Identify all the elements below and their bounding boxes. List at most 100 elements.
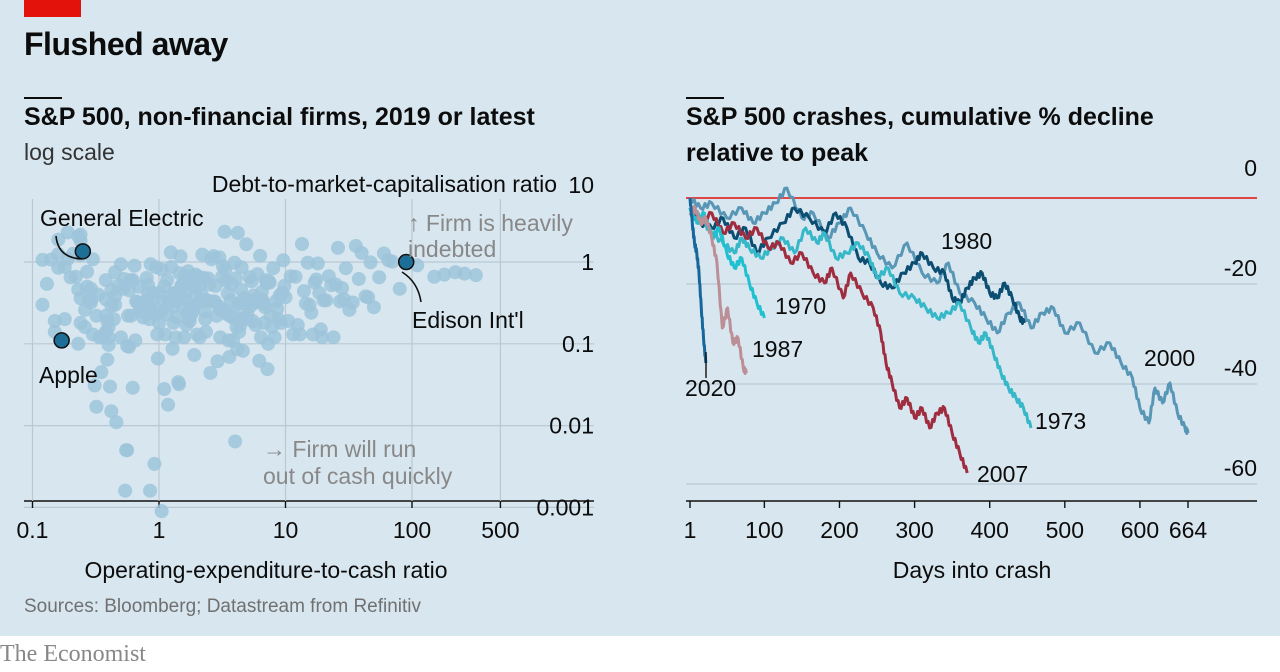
scatter-chart: 10 1 0.1 0.01 0.001 0.1 1 10 100 500 Debt-to-mark… [17, 171, 594, 583]
scatter-highlighted-points [53, 243, 415, 349]
scatter-point [260, 362, 275, 377]
scatter-point [106, 312, 121, 327]
scatter-point [300, 255, 315, 270]
label-apple: Apple [39, 362, 98, 388]
scatter-point [98, 273, 113, 288]
ge-leader-line [55, 235, 83, 260]
scatter-point [143, 300, 158, 315]
series-line-1973 [688, 207, 1033, 429]
scatter-point [262, 275, 277, 290]
annotation-indebted-1: ↑ Firm is heavily [408, 210, 573, 236]
scatter-point [57, 312, 72, 327]
series-label-1970: 1970 [775, 293, 826, 319]
y-tick-label: 0.01 [549, 413, 594, 439]
x-tick-label: 100 [393, 517, 431, 543]
y-tick-label: 0.1 [562, 331, 594, 357]
scatter-point [239, 237, 254, 252]
scatter-point [125, 380, 140, 395]
scatter-point [278, 290, 293, 305]
scatter-point [294, 236, 309, 251]
scatter-points [35, 224, 483, 519]
scatter-point [101, 330, 116, 345]
left-scale-note: log scale [24, 139, 115, 165]
scatter-point [157, 279, 172, 294]
line-gridlines [686, 283, 1257, 508]
scatter-point [292, 327, 307, 342]
scatter-point [161, 397, 176, 412]
scatter-point [157, 382, 172, 397]
scatter-point [335, 281, 350, 296]
scatter-point [104, 404, 119, 419]
brand-red-tag [24, 0, 81, 17]
scatter-point [154, 504, 169, 519]
scatter-point [372, 270, 387, 285]
scatter-point [217, 224, 232, 239]
right-subtitle-line2: relative to peak [686, 139, 869, 167]
scatter-point [169, 310, 184, 325]
y-tick-label: -60 [1224, 455, 1257, 481]
scatter-point [385, 254, 400, 269]
series-line-1970 [688, 207, 766, 319]
scatter-point [392, 281, 407, 296]
x-tick-label: 300 [895, 517, 933, 543]
scatter-point [143, 483, 158, 498]
y-tick-label: 0 [1244, 155, 1257, 181]
scatter-point [173, 249, 188, 264]
series-line-1987 [688, 205, 748, 375]
scatter-point [109, 415, 124, 430]
scatter-point [304, 305, 319, 320]
scatter-point [103, 379, 118, 394]
scatter-point [120, 443, 135, 458]
scatter-point [288, 269, 303, 284]
right-title-rule [686, 97, 724, 99]
y-tick-label: -40 [1224, 355, 1257, 381]
scatter-point [330, 240, 345, 255]
x-tick-label: 500 [481, 517, 519, 543]
x-tick-label: 500 [1046, 517, 1084, 543]
scatter-point [147, 456, 162, 471]
scatter-point [94, 365, 109, 380]
series-line-2000 [688, 186, 1190, 435]
scatter-tick-labels: 10 1 0.1 0.01 0.001 0.1 1 10 100 500 [17, 172, 594, 543]
y-tick-label: -20 [1224, 255, 1257, 281]
scatter-point [310, 256, 325, 271]
scatter-point [71, 336, 86, 351]
y-axis-title: Debt-to-market-capitalisation ratio [212, 171, 557, 197]
scatter-point [235, 343, 250, 358]
scatter-point [89, 399, 104, 414]
scatter-point [177, 330, 192, 345]
x-axis-title: Operating-expenditure-to-cash ratio [84, 557, 447, 583]
y-tick-label: 1 [581, 249, 594, 275]
scatter-point [296, 284, 311, 299]
scatter-point [309, 272, 324, 287]
left-title-rule [24, 97, 62, 99]
scatter-point [128, 333, 143, 348]
scatter-point [267, 330, 282, 345]
scatter-point [266, 261, 281, 276]
scatter-point [132, 279, 147, 294]
scatter-point [91, 287, 106, 302]
x-tick-label: 1 [684, 517, 697, 543]
scatter-point [63, 270, 78, 285]
scatter-point [228, 271, 243, 286]
scatter-point [276, 253, 291, 268]
series-label-2020: 2020 [685, 375, 736, 401]
highlighted-point [74, 243, 92, 260]
left-subtitle: S&P 500, non-financial firms, 2019 or la… [24, 103, 535, 131]
scatter-point [100, 352, 115, 367]
scatter-point [166, 287, 181, 302]
series-label-1987: 1987 [752, 336, 803, 362]
scatter-point [39, 276, 54, 291]
y-tick-label: 0.001 [536, 494, 594, 520]
scatter-point [338, 261, 353, 276]
series-label-1973: 1973 [1035, 408, 1086, 434]
scatter-point [150, 351, 165, 366]
x-tick-label: 100 [745, 517, 783, 543]
scatter-point [230, 225, 245, 240]
scatter-point [366, 300, 381, 315]
scatter-point [35, 297, 50, 312]
scatter-point [203, 365, 218, 380]
x-tick-label: 400 [971, 517, 1009, 543]
scatter-point [177, 292, 192, 307]
series-line-1980 [688, 206, 1026, 325]
